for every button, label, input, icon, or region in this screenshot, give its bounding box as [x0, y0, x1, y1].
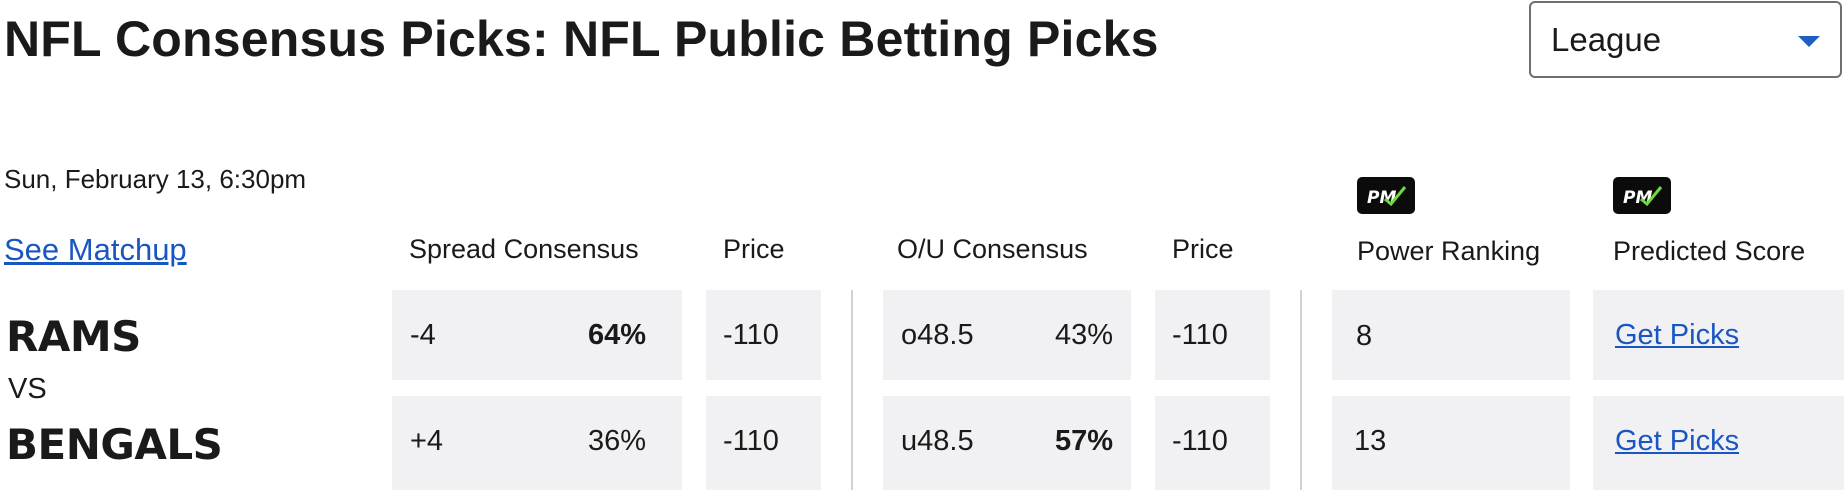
spread-percentage: 36% — [587, 425, 646, 457]
ou-value: u48.5 — [901, 425, 974, 457]
ou-percentage: 57% — [1054, 425, 1113, 457]
spread-price-cell[interactable]: -110 — [706, 290, 821, 380]
league-dropdown-label: League — [1551, 20, 1662, 58]
ou-consensus-cell[interactable]: u48.5 57% — [883, 396, 1131, 490]
ou-price: -110 — [1172, 319, 1228, 351]
spread-price: -110 — [723, 425, 779, 457]
power-ranking-cell: 8 — [1332, 290, 1570, 380]
power-ranking-cell: 13 — [1332, 396, 1570, 490]
get-picks-link[interactable]: Get Picks — [1615, 319, 1740, 351]
spread-consensus-cell[interactable]: +4 36% — [392, 396, 682, 490]
ou-value: o48.5 — [901, 319, 974, 351]
column-divider — [1300, 290, 1302, 490]
ou-price: -110 — [1172, 425, 1228, 457]
ou-percentage: 43% — [1054, 319, 1113, 351]
pm-logo-icon: PM — [1613, 177, 1671, 214]
power-ranking-value: 8 — [1356, 320, 1373, 352]
power-ranking-header: Power Ranking — [1357, 236, 1541, 266]
predicted-score-cell: Get Picks — [1593, 290, 1844, 380]
team-name: BENGALS — [6, 420, 223, 469]
spread-consensus-header: Spread Consensus — [409, 234, 639, 264]
spread-value: -4 — [410, 319, 436, 351]
spread-consensus-cell[interactable]: -4 64% — [392, 290, 682, 380]
ou-price-cell[interactable]: -110 — [1155, 396, 1270, 490]
see-matchup-link[interactable]: See Matchup — [4, 232, 187, 267]
get-picks-link[interactable]: Get Picks — [1615, 425, 1740, 457]
ou-price-cell[interactable]: -110 — [1155, 290, 1270, 380]
page-title: NFL Consensus Picks: NFL Public Betting … — [4, 11, 1159, 67]
game-datetime: Sun, February 13, 6:30pm — [4, 164, 307, 194]
chevron-down-icon — [1798, 36, 1820, 47]
ou-price-header: Price — [1172, 234, 1234, 264]
predicted-score-cell: Get Picks — [1593, 396, 1844, 490]
ou-consensus-header: O/U Consensus — [897, 234, 1088, 264]
spread-price: -110 — [723, 319, 779, 351]
predicted-score-header: Predicted Score — [1613, 236, 1806, 266]
versus-label: VS — [8, 373, 47, 405]
spread-value: +4 — [410, 425, 444, 457]
power-ranking-value: 13 — [1354, 425, 1387, 457]
team-name: RAMS — [6, 312, 141, 361]
ou-consensus-cell[interactable]: o48.5 43% — [883, 290, 1131, 380]
spread-percentage: 64% — [587, 319, 646, 351]
pm-logo-icon: PM — [1357, 177, 1415, 214]
column-divider — [851, 290, 853, 490]
spread-price-header: Price — [723, 234, 785, 264]
spread-price-cell[interactable]: -110 — [706, 396, 821, 490]
league-dropdown[interactable]: League — [1529, 1, 1842, 78]
